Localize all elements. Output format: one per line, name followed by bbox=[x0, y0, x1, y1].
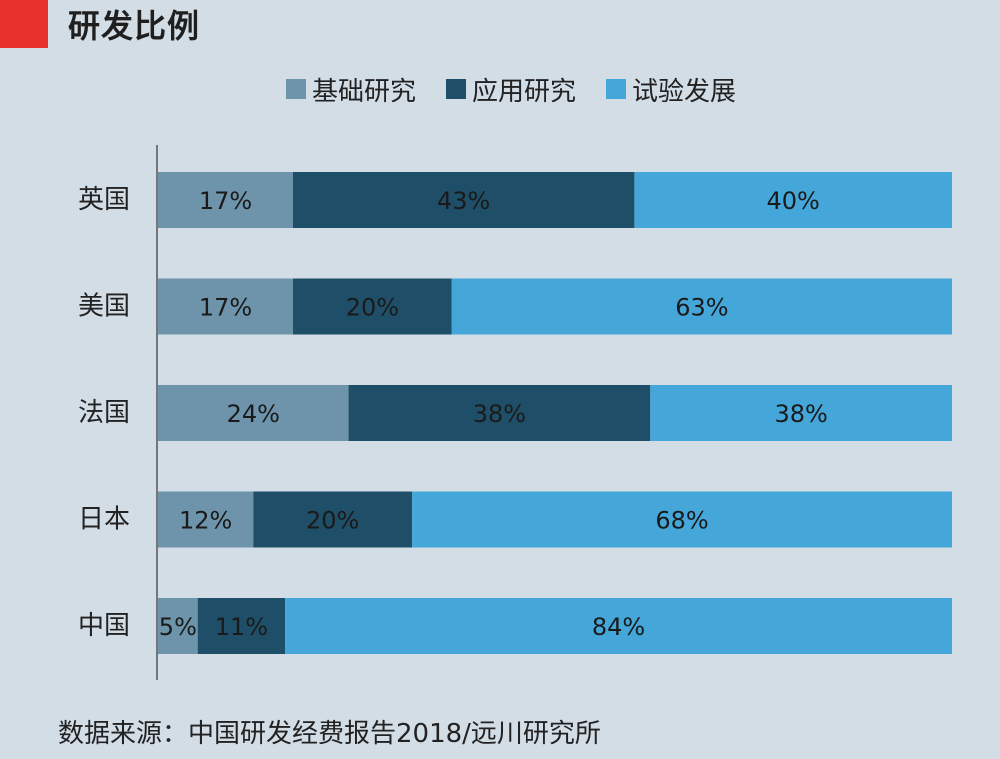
bar-segment bbox=[292, 172, 635, 228]
legend-item-experimental-development: 试验发展 bbox=[606, 71, 736, 108]
data-label: 17% bbox=[199, 294, 252, 322]
bar-segment bbox=[348, 385, 651, 441]
legend-label: 基础研究 bbox=[312, 76, 417, 107]
bar-segment bbox=[158, 172, 293, 228]
data-label: 12% bbox=[179, 507, 232, 535]
chart-legend: 基础研究 应用研究 试验发展 bbox=[286, 71, 766, 108]
legend-swatch bbox=[446, 79, 467, 99]
data-source-note: 数据来源：中国研发经费报告2018/远川研究所 bbox=[58, 719, 601, 749]
bar-segment bbox=[253, 491, 413, 548]
data-label: 43% bbox=[437, 187, 490, 215]
chart-title: 研发比例 bbox=[68, 7, 201, 45]
category-label: 法国 bbox=[78, 398, 130, 428]
legend-swatch bbox=[606, 79, 627, 99]
bar-segment bbox=[197, 598, 286, 654]
data-label: 63% bbox=[675, 294, 728, 322]
data-label: 5% bbox=[159, 613, 197, 641]
legend-label: 应用研究 bbox=[472, 76, 577, 107]
data-label: 84% bbox=[592, 613, 645, 641]
data-label: 17% bbox=[199, 187, 252, 215]
data-label: 38% bbox=[473, 400, 526, 428]
bar-segment bbox=[158, 491, 254, 548]
data-label: 68% bbox=[655, 507, 708, 535]
bar-segment bbox=[158, 598, 198, 654]
data-label: 38% bbox=[774, 400, 827, 428]
category-label: 英国 bbox=[78, 185, 130, 215]
legend-item-applied-research: 应用研究 bbox=[446, 71, 576, 108]
legend-label: 试验发展 bbox=[632, 76, 737, 107]
bar-segment bbox=[412, 491, 953, 548]
category-label: 中国 bbox=[78, 611, 130, 641]
data-label: 20% bbox=[346, 294, 399, 322]
bar-segment bbox=[650, 385, 952, 441]
bar-segment bbox=[634, 172, 952, 228]
legend-swatch bbox=[286, 79, 306, 99]
legend-item-basic-research: 基础研究 bbox=[286, 71, 416, 108]
category-label: 美国 bbox=[78, 292, 130, 322]
category-label: 日本 bbox=[78, 505, 130, 535]
bar-segment bbox=[158, 278, 293, 335]
bar-segment bbox=[451, 278, 952, 335]
data-label: 20% bbox=[306, 507, 359, 535]
data-label: 40% bbox=[767, 187, 820, 215]
data-label: 11% bbox=[215, 613, 268, 641]
title-accent-bar bbox=[0, 0, 48, 48]
bar-segment bbox=[292, 278, 452, 335]
data-label: 24% bbox=[227, 400, 280, 428]
bar-segment bbox=[158, 385, 349, 441]
bar-segment bbox=[285, 598, 952, 654]
